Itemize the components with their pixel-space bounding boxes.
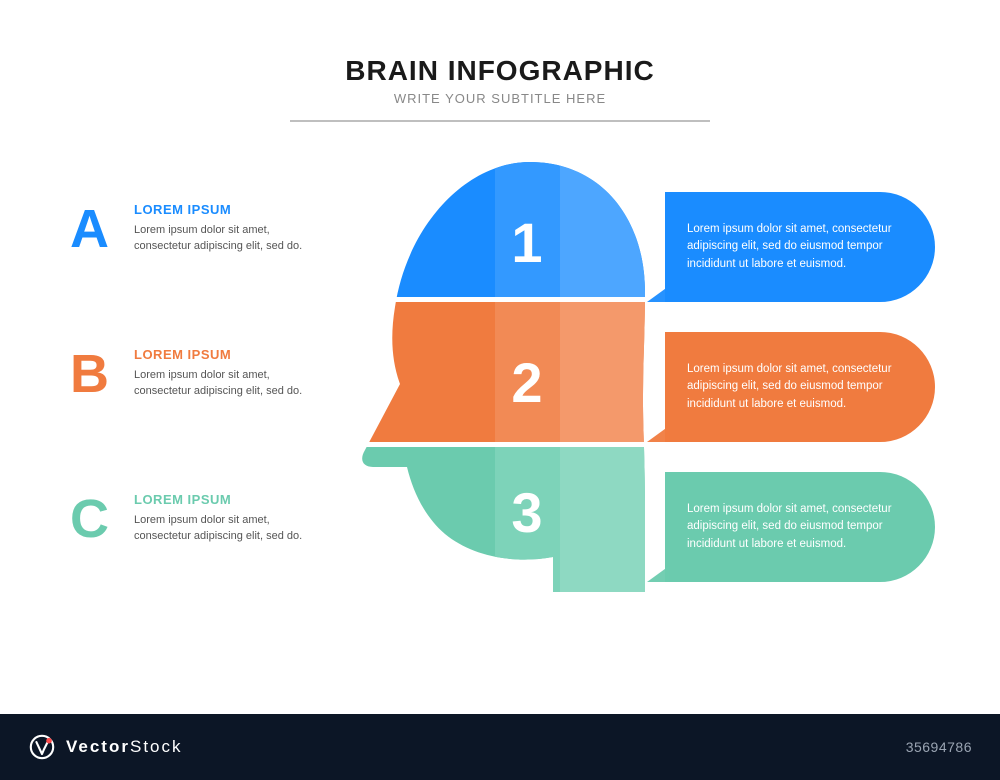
stripe-number-2: 2 — [511, 351, 542, 414]
left-item-b: B LOREM IPSUM Lorem ipsum dolor sit amet… — [70, 347, 325, 401]
heading-a: LOREM IPSUM — [134, 202, 325, 217]
header: BRAIN INFOGRAPHIC WRITE YOUR SUBTITLE HE… — [0, 0, 1000, 122]
body-a: Lorem ipsum dolor sit amet, consectetur … — [134, 223, 325, 255]
left-item-a: A LOREM IPSUM Lorem ipsum dolor sit amet… — [70, 202, 325, 256]
stripe-number-1: 1 — [511, 211, 542, 274]
brand-wordmark: VectorStock — [66, 737, 183, 757]
brand-mark-icon — [28, 733, 56, 761]
left-item-c: C LOREM IPSUM Lorem ipsum dolor sit amet… — [70, 492, 325, 546]
bubble-3: Lorem ipsum dolor sit amet, consectetur … — [665, 472, 935, 582]
letter-c: C — [70, 492, 126, 546]
letter-b: B — [70, 347, 126, 401]
head-diagram: 1 2 3 — [345, 162, 655, 592]
bubble-3-text: Lorem ipsum dolor sit amet, consectetur … — [687, 501, 909, 553]
heading-c: LOREM IPSUM — [134, 492, 325, 507]
letter-a: A — [70, 202, 126, 256]
heading-b: LOREM IPSUM — [134, 347, 325, 362]
bubble-2: Lorem ipsum dolor sit amet, consectetur … — [665, 332, 935, 442]
page-subtitle: WRITE YOUR SUBTITLE HERE — [0, 91, 1000, 106]
bubble-1: Lorem ipsum dolor sit amet, consectetur … — [665, 192, 935, 302]
brand-strong: Vector — [66, 737, 130, 756]
body-c: Lorem ipsum dolor sit amet, consectetur … — [134, 513, 325, 545]
bubble-2-text: Lorem ipsum dolor sit amet, consectetur … — [687, 361, 909, 413]
bubble-1-text: Lorem ipsum dolor sit amet, consectetur … — [687, 221, 909, 273]
infographic-stage: A LOREM IPSUM Lorem ipsum dolor sit amet… — [0, 132, 1000, 692]
title-rule — [290, 120, 710, 122]
brand-light: Stock — [130, 737, 183, 756]
body-b: Lorem ipsum dolor sit amet, consectetur … — [134, 368, 325, 400]
footer-bar: VectorStock 35694786 — [0, 714, 1000, 780]
head-svg: 1 2 3 — [345, 162, 655, 592]
page-title: BRAIN INFOGRAPHIC — [0, 55, 1000, 87]
image-id: 35694786 — [906, 739, 972, 755]
stripe-number-3: 3 — [511, 481, 542, 544]
brand-logo: VectorStock — [28, 733, 183, 761]
